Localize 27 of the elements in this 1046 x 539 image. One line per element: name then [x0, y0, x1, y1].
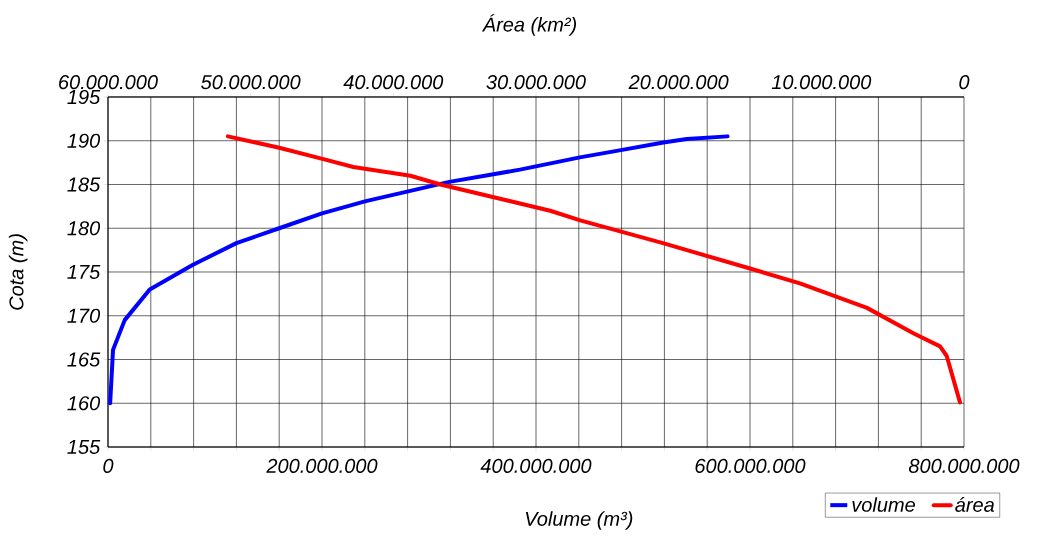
x-tick-label: 600.000.000	[695, 458, 806, 473]
y-tick-label: 185	[67, 177, 101, 192]
x-axis-title: Volume (m³)	[525, 511, 633, 530]
x-tick-label: 200.000.000	[266, 458, 378, 473]
y-tick-label: 155	[67, 440, 101, 454]
y-tick-label: 195	[67, 89, 101, 105]
y-axis-title: Cota (m)	[8, 234, 28, 310]
x2-tick-label: 0	[959, 75, 970, 90]
y-tick-label: 190	[67, 133, 101, 148]
y-tick-label: 180	[67, 221, 101, 236]
x2-tick-label: 20.000.000	[628, 75, 729, 90]
x2-tick-label: 60.000.000	[59, 75, 158, 90]
line-series	[108, 134, 730, 406]
x2-tick-label: 30.000.000	[486, 75, 586, 90]
x-tick-label: 800.000.000	[908, 458, 1020, 473]
y-tick-label: 170	[67, 308, 101, 323]
y-tick-label: 160	[67, 396, 101, 411]
x2-axis-title: Área (km²)	[481, 14, 576, 36]
x2-tick-label: 40.000.000	[343, 75, 444, 90]
x2-tick-label: 50.000.000	[201, 75, 301, 90]
legend-label: volume	[852, 497, 915, 512]
x-tick-label: 400.000.000	[480, 458, 592, 473]
x2-tick-label: 10.000.000	[771, 75, 872, 90]
legend-label: área	[955, 497, 995, 512]
y-tick-label: 165	[67, 352, 101, 367]
x-tick-label: 0	[103, 458, 114, 473]
y-tick-label: 175	[67, 265, 101, 279]
